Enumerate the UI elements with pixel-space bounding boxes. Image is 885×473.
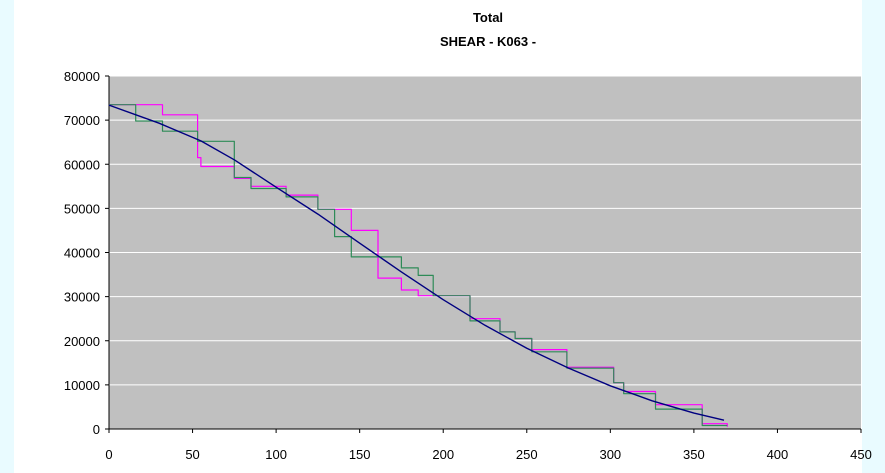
y-tick-label: 10000: [64, 378, 100, 393]
y-tick-label: 40000: [64, 246, 100, 261]
x-tick-label: 200: [432, 447, 454, 462]
axes: 0 10000 20000 30000 40000 50000 60000 70000 8000…: [64, 69, 872, 462]
y-tick-label: 80000: [64, 69, 100, 84]
x-tick-label: 400: [767, 447, 789, 462]
series-line-3: [108, 104, 725, 421]
x-tick-label: 450: [850, 447, 872, 462]
y-tick-label: 20000: [64, 334, 100, 349]
x-tick-label: 100: [265, 447, 287, 462]
x-tick-label: 350: [683, 447, 705, 462]
x-tick-label: 50: [185, 447, 199, 462]
x-tick-label: 300: [599, 447, 621, 462]
y-tick-label: 0: [93, 422, 100, 437]
y-tick-label: 30000: [64, 290, 100, 305]
chart-subtitle: SHEAR - K063 -: [440, 34, 536, 49]
series-line-2: [109, 104, 728, 427]
x-tick-label: 0: [105, 447, 112, 462]
series-group: [108, 104, 728, 427]
y-tick-label: 50000: [64, 201, 100, 216]
y-tick-label: 70000: [64, 113, 100, 128]
chart-title: Total: [473, 10, 503, 25]
y-tick-label: 60000: [64, 157, 100, 172]
x-tick-label: 150: [349, 447, 371, 462]
plot-area: [109, 75, 861, 429]
x-tick-label: 250: [516, 447, 538, 462]
